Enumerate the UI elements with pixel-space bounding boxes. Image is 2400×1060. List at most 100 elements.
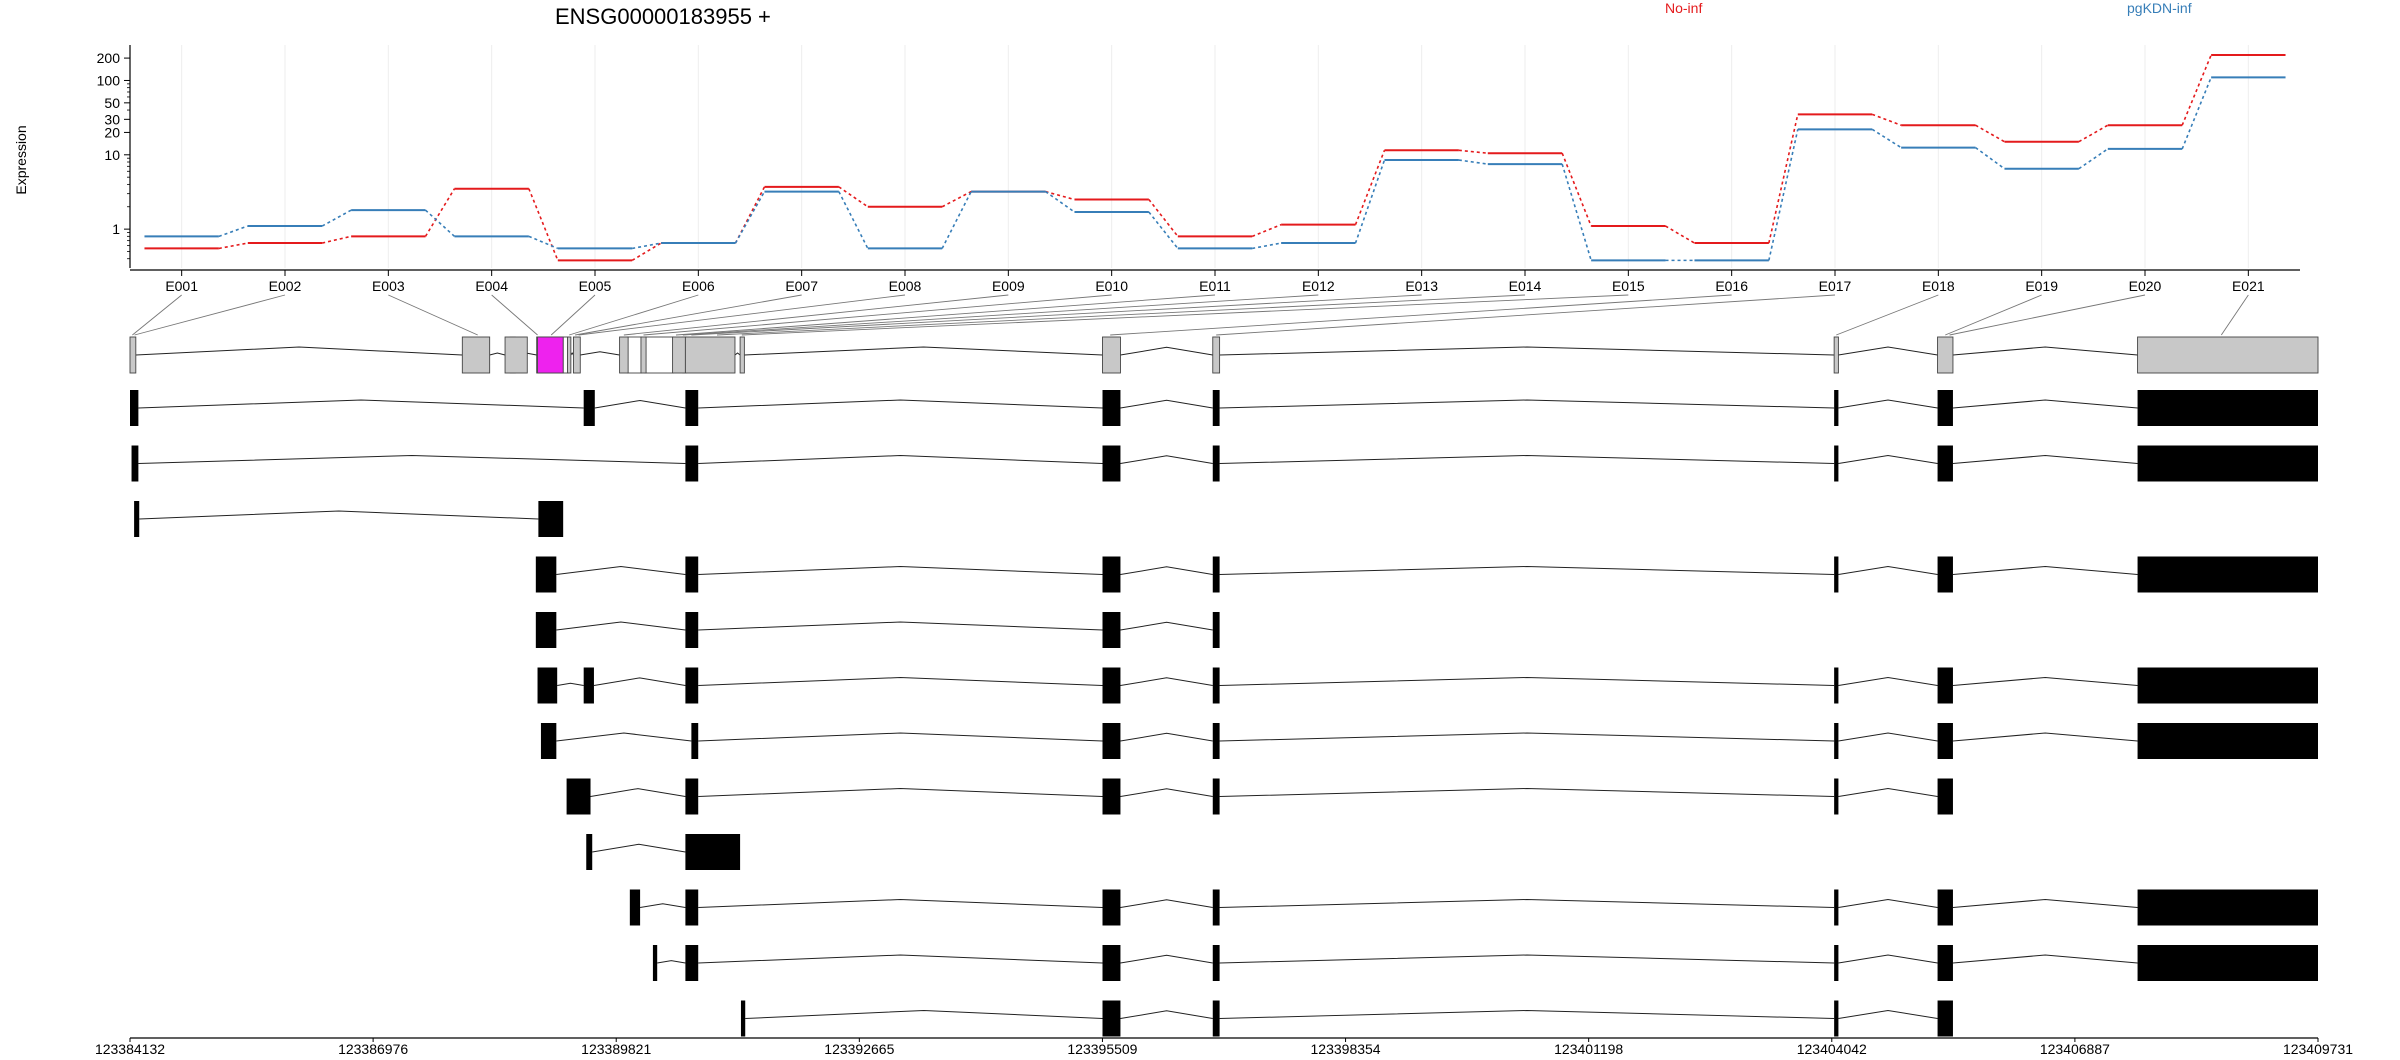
transcript-exon [1102,945,1121,981]
transcript-intron [698,732,1103,742]
y-tick-label-30: 30 [104,111,120,127]
gene-exon-bin-2 [461,336,491,374]
highlighted-exon-e004 [537,336,564,374]
transcript-exon [1834,390,1839,426]
transcript-exon [1102,390,1121,426]
transcript-intron [1120,566,1213,575]
x-tick-label-e005: E005 [579,278,612,294]
series-no-inf [144,54,2286,262]
series-connector-pgkdn-inf [1768,129,1799,261]
series-connector-pgkdn-inf [632,242,662,250]
transcript-exon [1834,889,1839,926]
series-connector-pgkdn-inf [2078,148,2109,170]
x-tick-label-e009: E009 [992,278,1025,294]
gene-exon-bin-12 [1102,336,1121,374]
series-connector-no-inf [1045,190,1075,201]
transcript-intron [1120,455,1213,464]
series-connector-pgkdn-inf [424,209,456,237]
exon-leader-e021 [2220,294,2249,336]
exon-leader-e018 [1836,294,1939,336]
transcript-intron [1219,1009,1835,1019]
transcript-intron [1838,898,1938,908]
transcript-exon [1212,1000,1220,1037]
transcript-intron [1219,898,1835,908]
transcript-exon [652,945,658,981]
transcript-exon [540,723,557,759]
transcript-intron [138,399,584,409]
y-tick-label-200: 200 [97,50,121,66]
transcript-intron [1838,954,1938,964]
exon-leader-e001 [132,294,182,336]
transcript-intron [1120,677,1213,686]
transcript-intron [1120,954,1213,964]
series-connector-no-inf [1871,113,1902,126]
gene-exon-bin-16 [2137,336,2319,374]
transcript-exon [1937,556,1953,593]
series-connector-no-inf [2078,124,2109,143]
exon-leader-e015 [741,294,1629,336]
transcript-intron [1219,399,1835,409]
transcript-intron [657,960,686,964]
series-connector-pgkdn-inf [321,209,352,227]
transcript-exon [2137,889,2318,926]
transcript-exon [538,501,564,537]
transcript-exon [685,667,699,704]
transcript-intron [1952,565,2138,575]
gene-intron [580,351,620,356]
transcript-intron [698,676,1103,686]
exon-leader-e017 [1216,294,1836,336]
x-tick-label-e019: E019 [2025,278,2058,294]
transcript-exon [685,556,699,593]
genome-tick-label-123395509: 123395509 [1067,1041,1137,1057]
series-connector-pgkdn-inf [838,191,869,249]
transcript-intron [1838,676,1938,686]
transcript-intron [698,787,1103,797]
exon-leader-e002 [134,294,286,336]
x-tick-label-e017: E017 [1819,278,1852,294]
transcript-intron [138,454,686,464]
series-connector-no-inf [838,186,869,208]
transcript-1 [130,390,2318,426]
transcript-exon [685,612,699,648]
transcript-intron [1219,565,1835,575]
transcript-exon [2137,723,2318,759]
transcript-exon [1212,945,1220,981]
x-tick-label-e001: E001 [165,278,198,294]
transcript-exon [535,612,557,648]
transcript-exon [1937,445,1953,482]
transcript-intron [556,621,686,631]
transcript-exon [685,945,699,981]
transcript-exon [1212,723,1220,759]
transcript-12 [740,1000,1953,1037]
exon-leader-e006 [569,294,699,336]
chart-title: ENSG00000183955 + [555,4,771,29]
series-connector-pgkdn-inf [528,235,559,250]
x-tick-label-e004: E004 [475,278,508,294]
genome-tick-label-123398354: 123398354 [1311,1041,1381,1057]
transcript-exon [130,390,139,426]
transcript-exon [2137,390,2318,426]
transcript-intron [1120,732,1213,742]
transcript-intron [1120,621,1213,631]
exon-leader-e010 [643,294,1112,336]
transcript-exon [685,390,699,426]
transcript-intron [1120,399,1213,409]
series-connector-pgkdn-inf [218,225,249,238]
transcript-exon [1102,667,1121,704]
transcript-intron [745,1009,1103,1019]
transcript-exon [1834,945,1839,981]
transcript-intron [1219,454,1835,464]
transcript-6 [537,667,2318,704]
genome-tick-label-123384132: 123384132 [95,1041,165,1057]
gene-exon-bin-10 [684,336,736,374]
transcript-intron [1838,732,1938,742]
transcript-exon [1937,945,1953,981]
transcript-exon [1102,556,1121,593]
exon-leader-e020 [1949,294,2146,336]
transcript-intron [590,788,686,797]
series-connector-no-inf [424,188,456,237]
x-tick-label-e006: E006 [682,278,715,294]
series-connector-no-inf [1665,225,1695,244]
transcript-intron [594,399,686,409]
